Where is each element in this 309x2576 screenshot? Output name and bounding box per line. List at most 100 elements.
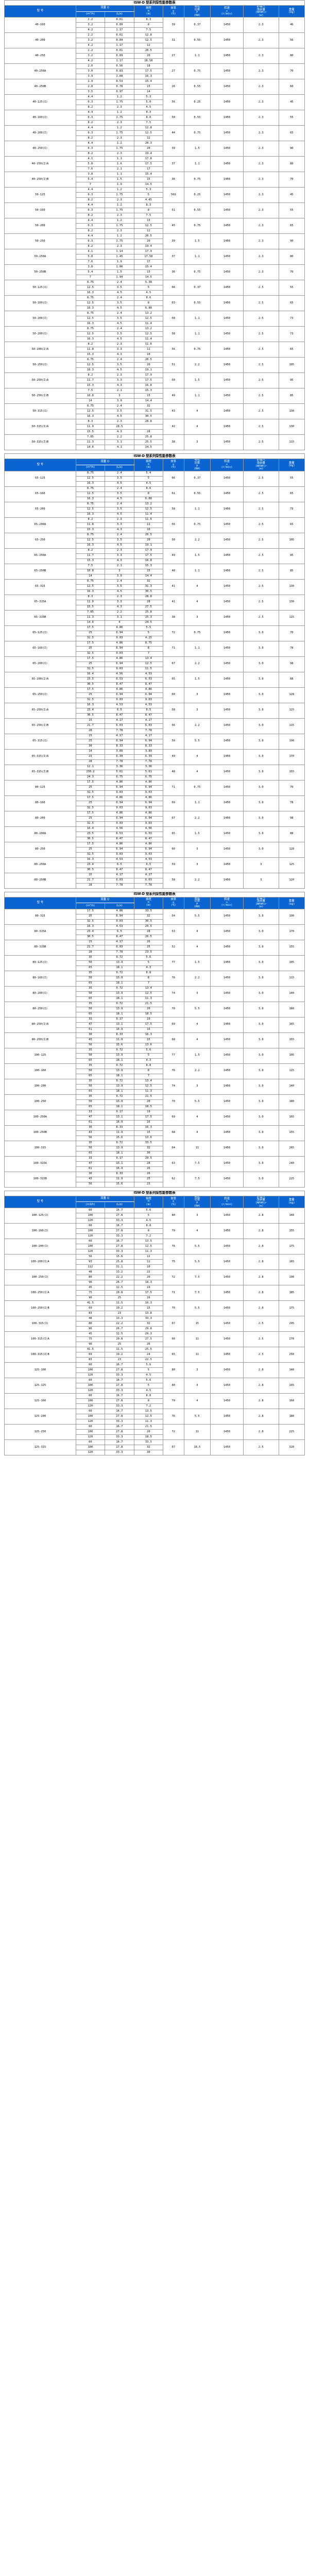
cell-npsh: 2.5: [243, 532, 279, 549]
cell-flow-m3h: 50: [75, 1145, 106, 1151]
cell-flow-ls: 1.75: [105, 208, 134, 214]
cell-motor-power: 3: [183, 702, 211, 719]
header-head-unit: (m): [146, 1202, 151, 1206]
cell-head: 23: [133, 1181, 164, 1188]
cell-flow-m3h: 35: [75, 1063, 106, 1069]
cell-flow-ls: 6.94: [105, 692, 134, 698]
cell-flow-ls: 4: [105, 620, 134, 626]
cell-speed: 1450: [210, 594, 244, 611]
cell-efficiency: 62: [163, 1171, 184, 1188]
cell-flow-ls: 13.9: [105, 991, 134, 997]
table-row: 28 7.78 7.78: [5, 883, 305, 889]
cell-flow-m3h: 3.2: [75, 38, 106, 44]
cell-head: 11.4: [133, 512, 164, 518]
cell-speed: 1450: [210, 1378, 244, 1394]
cell-flow-m3h: 56: [75, 1135, 106, 1141]
table-row: 125-250 60 16.7 21.5 72 11 1450 2.8 225: [4, 1424, 305, 1440]
cell-flow-m3h: 41.5: [75, 1300, 106, 1306]
table-row: 120 33.3 4.5: [5, 1372, 305, 1378]
cell-model: 65-315(I)B: [4, 764, 76, 781]
cell-head: 32: [133, 1445, 164, 1450]
header-npsh-label-1: 必需汽: [256, 5, 265, 8]
cell-flow-m3h: 8.75: [75, 579, 106, 585]
cell-npsh: 2.3: [243, 63, 279, 80]
cell-npsh: 2.5: [243, 372, 279, 389]
header-npsh-label-2: 蚀余量: [256, 461, 265, 465]
header-weight-unit: (kg): [288, 1201, 295, 1205]
table-header-row-top: 型 号流量 Q 扬程 H (m) 效率 η (%) 电机 功率 P (KW) 转速 n (r/min) 必需…: [4, 459, 305, 471]
cell-head: 18.5: [133, 1011, 164, 1018]
cell-flow-m3h: 100: [75, 1228, 106, 1234]
cell-motor-power: 0.75: [183, 779, 211, 796]
header-eff-symbol: η: [173, 9, 175, 13]
cell-speed: 1450: [210, 702, 244, 719]
cell-head: 11: [133, 347, 164, 353]
cell-speed: 1450: [210, 264, 244, 281]
cell-flow-m3h: 11.9: [75, 599, 106, 605]
cell-flow-ls: 2.4: [105, 280, 134, 286]
cell-flow-m3h: 8.75: [75, 486, 106, 492]
cell-model: 80-200: [4, 810, 76, 827]
cell-flow-ls: 2.1: [105, 563, 134, 569]
header-weight: 重量 (kg): [278, 5, 305, 18]
cell-npsh: 2.5: [243, 1316, 279, 1332]
cell-weight: 140: [278, 1078, 305, 1095]
cell-flow-ls: 6.94: [105, 738, 134, 744]
cell-head: 8.6: [133, 486, 164, 492]
cell-flow-ls: 4.86: [105, 779, 134, 786]
cell-flow-ls: 7.78: [105, 759, 134, 765]
cell-weight: 45: [278, 187, 305, 204]
cell-head: 5: [133, 1367, 164, 1373]
cell-head: 30.5: [133, 589, 164, 595]
cell-head: 5.0: [133, 99, 164, 106]
cell-model: 100-200(I): [4, 1239, 76, 1255]
cell-npsh: 2.8: [243, 1393, 279, 1409]
cell-weight: 175: [278, 1239, 305, 1255]
cell-flow-ls: 1.2: [105, 94, 134, 100]
cell-npsh: 3.0: [243, 718, 279, 734]
header-head: 扬程 H (m): [133, 5, 164, 18]
cell-efficiency: 53: [163, 924, 184, 940]
cell-head: 12: [133, 1254, 164, 1260]
cell-npsh: 2.3: [243, 110, 279, 126]
cell-head: 17.9: [133, 249, 164, 255]
cell-flow-ls: 0.97: [105, 89, 134, 95]
cell-head: 30.5: [133, 414, 164, 420]
cell-model: 40-250B: [4, 79, 76, 95]
cell-efficiency: 76: [163, 1063, 184, 1079]
cell-flow-ls: 33.3: [105, 1372, 134, 1378]
table-row: 100-250(I) 48 13.2 22 72 7.5 1450 2.8 190: [4, 1269, 305, 1285]
cell-flow-ls: 2.1: [105, 166, 134, 173]
cell-efficiency: 50: [163, 110, 184, 126]
cell-head: 32: [133, 913, 164, 920]
cell-head: 20: [133, 1429, 164, 1435]
cell-efficiency: 50: [163, 532, 184, 549]
table-row: 100-315(I)B 41.5 11.5 25.5 65 11 1450 2.5 250: [4, 1347, 305, 1363]
cell-weight: 295: [278, 1316, 305, 1332]
header-speed-symbol: n: [226, 463, 228, 466]
cell-model: 80-250A: [4, 857, 76, 873]
cell-head: 12: [133, 228, 164, 234]
cell-motor-power: 3: [183, 1378, 211, 1394]
cell-flow-ls: 9.17: [105, 1156, 134, 1162]
table-row: 65-250(I)A 16.3 4.53 4.53 58 3 1450 3.0 125: [4, 702, 305, 719]
cell-flow-ls: 9.03: [105, 821, 134, 827]
cell-head: 13.4: [133, 656, 164, 662]
cell-motor-power: 3: [183, 687, 211, 703]
cell-flow-ls: 4.53: [105, 857, 134, 863]
cell-efficiency: 76: [163, 1239, 184, 1255]
header-eff-label: 效率: [170, 460, 177, 464]
cell-flow-ls: 2.3: [105, 517, 134, 523]
cell-head: 8: [133, 208, 164, 214]
cell-flow-ls: 9.72: [105, 986, 134, 992]
cell-npsh: 3.0: [243, 1125, 279, 1141]
cell-head: 8.33: [133, 743, 164, 750]
cell-weight: 88: [278, 826, 305, 842]
cell-model: 40-125(I): [4, 94, 76, 111]
cell-weight: 270: [278, 1331, 305, 1347]
cell-efficiency: 31: [163, 32, 184, 49]
cell-flow-m3h: 60: [75, 1362, 106, 1368]
table-row: 80-250 17.5 4.86 4.86 60 3 1450 3.0 128: [4, 841, 305, 858]
cell-head: 11: [133, 1259, 164, 1265]
cell-flow-m3h: 8.75: [75, 532, 106, 538]
